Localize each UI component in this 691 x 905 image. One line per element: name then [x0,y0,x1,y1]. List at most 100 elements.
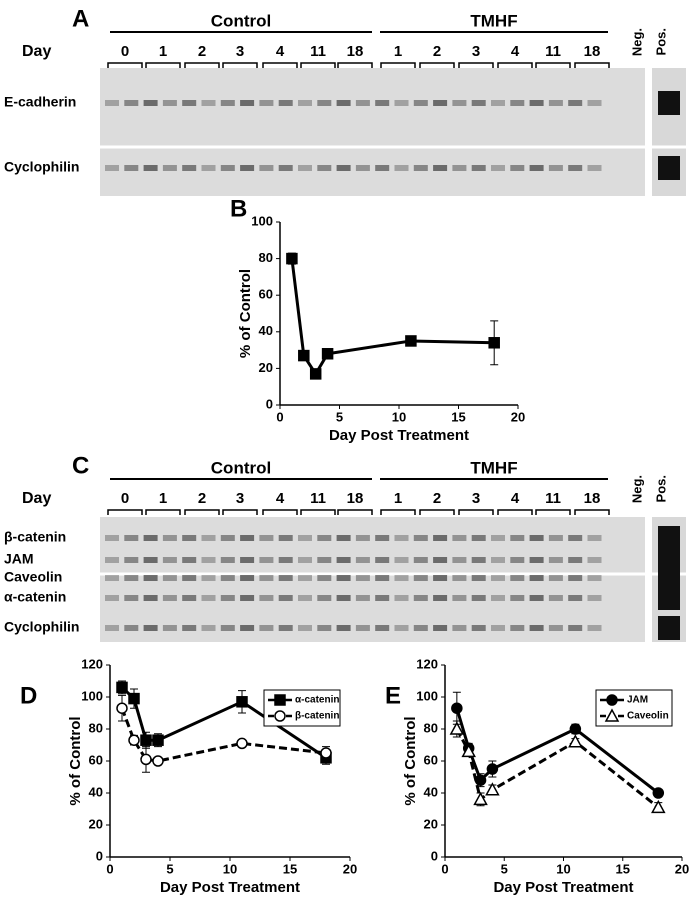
day-bracket [419,509,455,515]
row-label: Caveolin [4,569,62,585]
gel-band [491,100,505,106]
y-axis-label: % of Control [237,269,254,358]
gel-band [220,595,235,601]
gel-band [259,100,274,106]
gel-band [548,557,563,563]
gel-band [658,156,680,180]
x-tick-label: 5 [501,861,508,876]
y-tick-label: 20 [259,360,273,375]
gel-band [529,625,544,631]
marker [236,696,248,708]
gel-band [433,595,448,601]
legend-marker [274,710,286,722]
gel-band [162,100,177,106]
day-number: 4 [276,43,285,60]
y-axis-label: % of Control [402,716,419,805]
gel-band [143,625,158,631]
group-label: Control [211,11,271,30]
gel-band [471,625,486,631]
gel-band [240,557,255,563]
gel-band [658,91,680,115]
day-bracket [458,62,494,68]
gel-band [298,557,312,563]
gel-band [471,165,486,171]
gel-band [124,575,139,581]
day-number: 2 [433,43,441,60]
y-tick-label: 80 [89,720,103,735]
control-label: Neg. [629,475,644,503]
gel-band [355,100,370,106]
legend-label: α-catenin [295,695,340,706]
panel-letter: C [72,452,89,479]
gel-band [452,625,467,631]
marker [461,743,476,758]
gel-band [201,575,216,581]
day-number: 1 [394,490,402,507]
gel-band [201,625,216,631]
gel-band [143,535,158,541]
marker [309,368,322,380]
marker [236,737,248,750]
gel-band [452,595,467,601]
marker [488,337,500,349]
day-number: 3 [472,43,480,60]
gel-band [568,165,583,171]
gel-band [355,575,370,581]
gel-band [182,557,197,563]
gel-band [568,625,583,631]
gel-band [317,100,332,106]
gel-band [413,165,428,171]
gel-band [548,165,563,171]
gel-band [413,575,428,581]
control-label: Pos. [653,475,668,502]
x-tick-label: 15 [616,861,630,876]
gel-band [529,165,544,171]
gel-band [433,535,448,541]
control-label: Pos. [653,28,668,55]
gel-band [240,535,255,541]
gel-band [259,625,274,631]
gel-band [259,557,274,563]
x-axis-label: Day Post Treatment [329,427,469,444]
day-number: 3 [236,490,244,507]
gel-band [510,595,525,601]
panel-letter: A [72,5,89,32]
gel-band [105,575,119,581]
gel-band [278,595,293,601]
gel-band [375,595,390,601]
day-number: 18 [584,490,601,507]
day-label: Day [22,490,51,507]
gel-band [182,100,197,106]
gel-band [298,100,312,106]
gel-band [336,557,351,563]
gel-band [394,165,409,171]
day-bracket [300,509,336,515]
gel-band [355,557,370,563]
marker [298,349,310,362]
marker [449,721,465,735]
gel-band [278,535,293,541]
gel-band [317,557,332,563]
gel-band [510,575,525,581]
gel-band [587,625,602,631]
gel-band [491,165,505,171]
day-bracket [380,62,416,68]
gel-band [240,100,255,106]
gel-band [336,165,351,171]
x-tick-label: 10 [556,861,570,876]
gel-band [355,625,370,631]
gel-band [336,575,351,581]
y-tick-label: 100 [81,688,103,703]
gel-band [548,575,563,581]
y-axis-label: % of Control [67,716,84,805]
gel-band [259,575,274,581]
gel-band [413,100,428,106]
x-tick-label: 0 [106,861,113,876]
gel-band [529,557,544,563]
gel-band [143,100,158,106]
gel-band [220,100,235,106]
gel-band [658,586,680,610]
gel-band [491,535,505,541]
marker [451,702,463,714]
gel-band [510,535,525,541]
